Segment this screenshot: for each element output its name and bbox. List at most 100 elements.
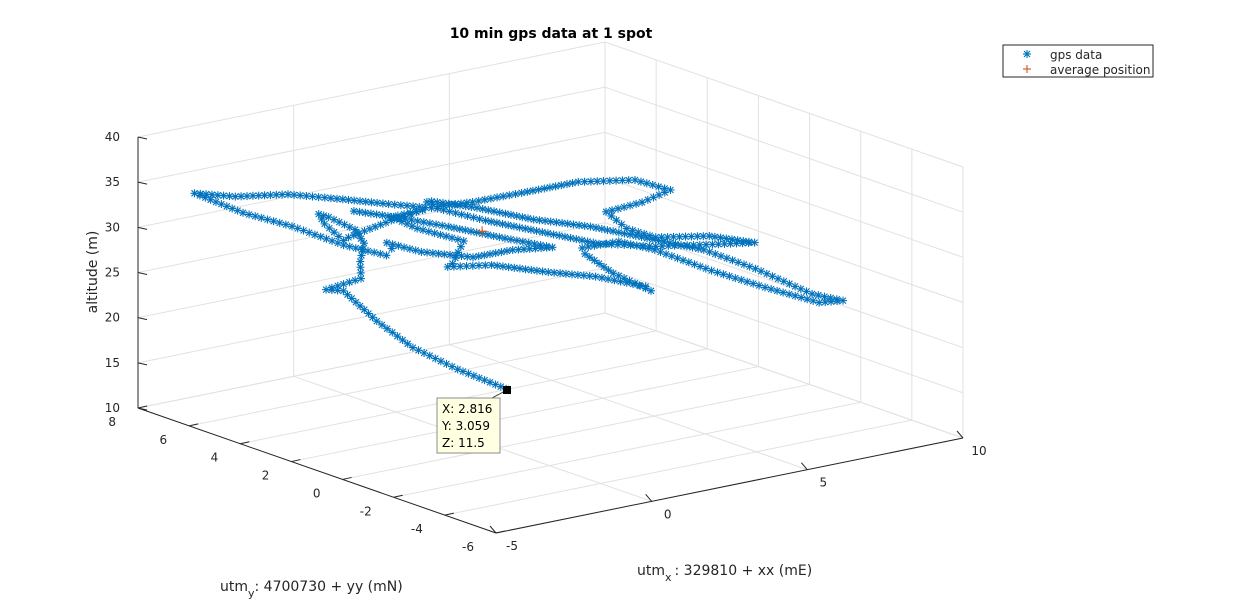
gps-data-point	[603, 226, 612, 235]
gps-data-point	[755, 281, 764, 290]
gps-data-point	[578, 244, 587, 252]
gps-data-point	[314, 193, 323, 202]
z-tick-mark	[137, 136, 148, 140]
gps-data-point	[543, 229, 552, 238]
gps-data-point	[344, 195, 353, 204]
gps-data-point	[360, 227, 369, 235]
gps-data-point	[743, 277, 752, 286]
grid-floor-x	[449, 344, 808, 471]
gps-data-point	[390, 200, 399, 209]
gps-data-point	[421, 203, 430, 212]
gps-data-point	[473, 203, 481, 212]
gps-data-point	[408, 343, 417, 352]
gps-data-point	[551, 182, 560, 191]
gps-data-point	[487, 261, 496, 269]
gps-data-point	[626, 201, 635, 210]
gps-data-point	[713, 268, 722, 277]
y-tick-label: 2	[262, 469, 270, 483]
gps-data-point	[457, 252, 466, 260]
gps-data-point	[614, 228, 623, 237]
gps-data-point	[602, 207, 611, 216]
gps-data-point	[499, 192, 508, 201]
gps-data-point	[361, 208, 370, 217]
gps-data-point	[815, 298, 824, 307]
gps-data-point	[679, 256, 688, 265]
gps-data-point	[580, 221, 589, 230]
legend-gps-label: gps data	[1050, 48, 1102, 62]
gps-data-point	[634, 228, 643, 237]
gps-data-point	[595, 239, 603, 248]
gps-data-point	[467, 227, 475, 236]
gps-data-point	[333, 194, 341, 203]
gps-data-point	[517, 188, 526, 197]
gps-data-point	[734, 258, 743, 267]
y-axis-label-sub: y	[248, 587, 255, 600]
y-tick-mark	[291, 459, 301, 463]
gps-data-point	[472, 228, 481, 237]
gps-data-point	[389, 212, 398, 221]
gps-data-point	[450, 223, 458, 232]
gps-data-point	[455, 225, 464, 233]
gps-data-point	[501, 234, 509, 243]
gps-data-point	[628, 226, 637, 235]
gps-data-point	[507, 210, 515, 219]
gps-data-point	[423, 248, 432, 257]
grid-side-z	[604, 267, 964, 394]
data-tip[interactable]: X: 2.816 Y: 3.059 Z: 11.5	[436, 386, 511, 454]
x-tick-label: 0	[664, 507, 672, 521]
gps-data-point	[281, 220, 290, 229]
gps-data-point	[305, 228, 314, 237]
gps-data-point	[597, 224, 606, 233]
gps-data-point	[797, 293, 806, 302]
x-axis-label: utmx: 329810 + xx (mE)	[637, 563, 812, 584]
gps-data-point	[530, 239, 539, 248]
series-layer[interactable]	[190, 176, 848, 393]
gps-data-point	[388, 240, 397, 249]
data-tip-anchor[interactable]	[503, 386, 511, 394]
data-tip-x: X: 2.816	[442, 402, 492, 416]
z-tick-mark	[137, 317, 148, 321]
gps-data-point	[839, 296, 847, 305]
gps-data-point	[351, 276, 360, 285]
gps-data-point	[624, 176, 633, 185]
x-tick-label: 5	[820, 476, 828, 490]
gps-data-point	[548, 243, 557, 252]
gps-data-point	[561, 232, 569, 241]
y-tick-label: -4	[411, 522, 423, 536]
z-tick-label: 20	[105, 311, 120, 325]
gps-data-point	[411, 246, 420, 255]
gps-data-point	[717, 252, 725, 261]
gps-data-point	[707, 266, 716, 275]
gps-data-point	[589, 238, 598, 247]
gps-data-point	[524, 214, 532, 223]
gps-data-point	[572, 235, 581, 244]
gps-data-point	[632, 199, 641, 208]
gps-data-point	[702, 240, 711, 249]
gps-data-point	[609, 227, 618, 236]
gps-data-point	[339, 241, 348, 250]
gps-data-point	[333, 239, 342, 247]
gps-data-point	[585, 253, 594, 262]
gps-data-point	[832, 295, 841, 304]
x-tick-mark	[645, 494, 653, 502]
gps-data-point	[299, 226, 308, 235]
gps-data-point	[409, 202, 418, 211]
gps-data-point	[468, 261, 477, 270]
gps-data-point	[563, 180, 571, 189]
x-tick-mark	[489, 525, 497, 534]
gps-data-point	[384, 200, 393, 209]
x-tick-mark	[800, 462, 808, 470]
gps-data-point	[489, 232, 498, 240]
z-tick-mark	[137, 362, 148, 366]
gps-data-point	[474, 252, 483, 261]
gps-data-point	[581, 249, 589, 258]
gps-data-point	[749, 279, 758, 288]
legend[interactable]: gps data average position	[1002, 44, 1154, 78]
gps-data-point	[636, 177, 645, 186]
grid-floor-y	[291, 366, 759, 463]
gps-data-point	[820, 292, 829, 301]
gps-data-point	[657, 233, 666, 242]
grid-back-z	[137, 267, 606, 364]
gps-data-point	[645, 231, 654, 240]
